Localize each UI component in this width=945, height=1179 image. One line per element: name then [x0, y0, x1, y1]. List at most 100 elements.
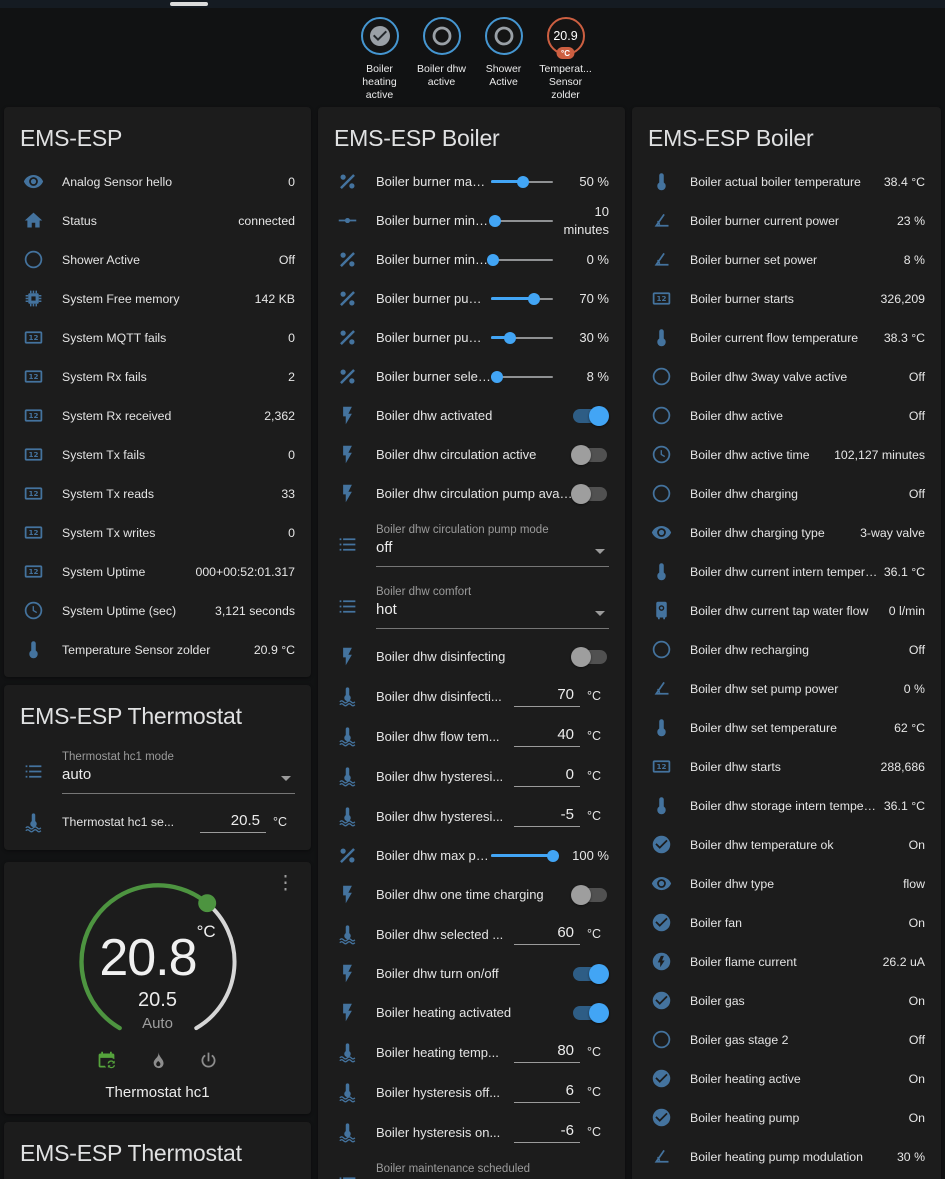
slider-track[interactable]: [491, 219, 553, 222]
sensor-row[interactable]: Status connected: [20, 201, 295, 240]
sensor-row[interactable]: System Uptime (sec) 3,121 seconds: [20, 591, 295, 630]
sensor-row[interactable]: 12 System MQTT fails 0: [20, 318, 295, 357]
sensor-row[interactable]: System Free memory 142 KB: [20, 279, 295, 318]
slider-thumb[interactable]: [491, 370, 504, 383]
slider-thumb[interactable]: [487, 253, 500, 266]
sensor-row[interactable]: Boiler fan On: [648, 903, 925, 942]
dropdown[interactable]: Boiler dhw comfort hot: [376, 583, 609, 630]
sensor-row[interactable]: Shower Active Off: [20, 240, 295, 279]
sensor-row[interactable]: Boiler gas stage 2 Off: [648, 1020, 925, 1059]
number-input[interactable]: 60: [514, 924, 580, 945]
number-input[interactable]: 40: [514, 726, 580, 747]
sensor-row[interactable]: Boiler dhw storage intern temperature 36…: [648, 786, 925, 825]
sensor-row[interactable]: Temperature Sensor zolder 20.9 °C: [20, 630, 295, 669]
thermostat-dial[interactable]: [58, 862, 258, 1040]
sensor-row[interactable]: Boiler dhw 3way valve active Off: [648, 357, 925, 396]
sensor-row[interactable]: Boiler burner current power 23 %: [648, 201, 925, 240]
entity-value: 0: [288, 330, 295, 345]
sensor-row[interactable]: Boiler gas On: [648, 981, 925, 1020]
badge-circle[interactable]: 20.9 °C: [546, 17, 585, 59]
number-input[interactable]: -5: [514, 806, 580, 827]
badge-boiler-heating-active[interactable]: Boiler heating active: [352, 17, 408, 101]
dial-handle[interactable]: [197, 894, 216, 913]
sensor-row[interactable]: Boiler burner set power 8 %: [648, 240, 925, 279]
slider-thumb[interactable]: [517, 175, 530, 188]
toggle-switch[interactable]: [573, 1002, 609, 1023]
sensor-row[interactable]: 12 Boiler burner starts 326,209: [648, 279, 925, 318]
sensor-row[interactable]: Boiler dhw active time 102,127 minutes: [648, 435, 925, 474]
more-options-icon[interactable]: ⋮: [276, 873, 295, 895]
sensor-row[interactable]: Boiler dhw current tap water flow 0 l/mi…: [648, 591, 925, 630]
slider-thumb[interactable]: [488, 214, 501, 227]
sensor-row[interactable]: Boiler dhw recharging Off: [648, 630, 925, 669]
chevron-down-icon[interactable]: [595, 611, 605, 617]
sensor-row[interactable]: 12 System Tx reads 33: [20, 474, 295, 513]
slider-thumb[interactable]: [503, 331, 516, 344]
sensor-row[interactable]: 12 System Rx fails 2: [20, 357, 295, 396]
slider-track[interactable]: [491, 375, 553, 378]
sensor-row[interactable]: 12 System Uptime 000+00:52:01.317: [20, 552, 295, 591]
number-input[interactable]: 20.5: [200, 812, 266, 833]
badge-temperature-sensor-zolder[interactable]: 20.9 °C Temperat... Sensor zolder: [538, 17, 594, 101]
power-icon[interactable]: [198, 1050, 219, 1076]
sensor-row[interactable]: Boiler current flow temperature 38.3 °C: [648, 318, 925, 357]
slider[interactable]: [488, 213, 553, 229]
sensor-row[interactable]: Boiler flame current 26.2 uA: [648, 942, 925, 981]
sensor-row[interactable]: Boiler dhw type flow: [648, 864, 925, 903]
sensor-row[interactable]: Boiler heating pump modulation 30 %: [648, 1137, 925, 1176]
slider[interactable]: [491, 330, 553, 346]
toggle-switch[interactable]: [571, 483, 607, 504]
sensor-row[interactable]: Boiler dhw set pump power 0 %: [648, 669, 925, 708]
slider-thumb[interactable]: [547, 849, 559, 862]
toggle-switch[interactable]: [571, 646, 607, 667]
slider[interactable]: [491, 369, 553, 385]
fire-icon[interactable]: [147, 1050, 168, 1076]
number-input[interactable]: 6: [514, 1082, 580, 1103]
entity-value: 8 %: [586, 369, 609, 385]
number-input[interactable]: 70: [514, 686, 580, 707]
dropdown[interactable]: Thermostat hc1 mode auto: [62, 748, 295, 795]
dropdown[interactable]: Boiler maintenance scheduled manual: [376, 1160, 609, 1179]
entity-label: Boiler burner starts: [690, 291, 794, 306]
sensor-row[interactable]: Boiler dhw charging type 3-way valve: [648, 513, 925, 552]
slider[interactable]: [491, 174, 553, 190]
slider[interactable]: [487, 252, 553, 268]
check-circle-icon: [648, 834, 674, 855]
number-input[interactable]: 0: [514, 766, 580, 787]
toggle-switch[interactable]: [571, 444, 607, 465]
sensor-row[interactable]: Boiler heating active On: [648, 1059, 925, 1098]
sensor-row[interactable]: 12 System Tx fails 0: [20, 435, 295, 474]
toggle-switch[interactable]: [571, 884, 607, 905]
dropdown[interactable]: Boiler dhw circulation pump mode off: [376, 521, 609, 568]
number-input[interactable]: -6: [514, 1122, 580, 1143]
sensor-row[interactable]: Boiler dhw temperature ok On: [648, 825, 925, 864]
toggle-switch[interactable]: [573, 963, 609, 984]
sensor-row[interactable]: Boiler actual boiler temperature 38.4 °C: [648, 162, 925, 201]
sensor-row[interactable]: 12 Boiler dhw starts 288,686: [648, 747, 925, 786]
calendar-sync-icon[interactable]: [96, 1050, 117, 1076]
slider[interactable]: [491, 848, 559, 864]
sensor-row[interactable]: Boiler dhw set temperature 62 °C: [648, 708, 925, 747]
sensor-row[interactable]: Boiler heating pump On: [648, 1098, 925, 1137]
slider[interactable]: [491, 291, 553, 307]
chevron-down-icon[interactable]: [595, 549, 605, 555]
badge-circle[interactable]: [484, 17, 523, 55]
slider-thumb[interactable]: [528, 292, 541, 305]
sensor-row[interactable]: Analog Sensor hello 0: [20, 162, 295, 201]
badge-boiler-dhw-active[interactable]: Boiler dhw active: [414, 17, 470, 89]
sensor-row[interactable]: Boiler dhw active Off: [648, 396, 925, 435]
badge-circle[interactable]: [422, 17, 461, 55]
badge-shower-active[interactable]: Shower Active: [476, 17, 532, 89]
sensor-row[interactable]: 12 System Rx received 2,362: [20, 396, 295, 435]
chevron-down-icon[interactable]: [281, 776, 291, 782]
slider-track[interactable]: [491, 258, 553, 261]
badge-circle[interactable]: [360, 17, 399, 55]
entity-label: Boiler burner current power: [690, 213, 839, 228]
sensor-row[interactable]: Boiler dhw charging Off: [648, 474, 925, 513]
slider-track[interactable]: [491, 336, 553, 339]
sensor-row[interactable]: 12 System Tx writes 0: [20, 513, 295, 552]
sensor-row[interactable]: Boiler dhw current intern temperature 36…: [648, 552, 925, 591]
toggle-switch[interactable]: [573, 405, 609, 426]
badge-label: Shower Active: [485, 63, 522, 88]
number-input[interactable]: 80: [514, 1042, 580, 1063]
